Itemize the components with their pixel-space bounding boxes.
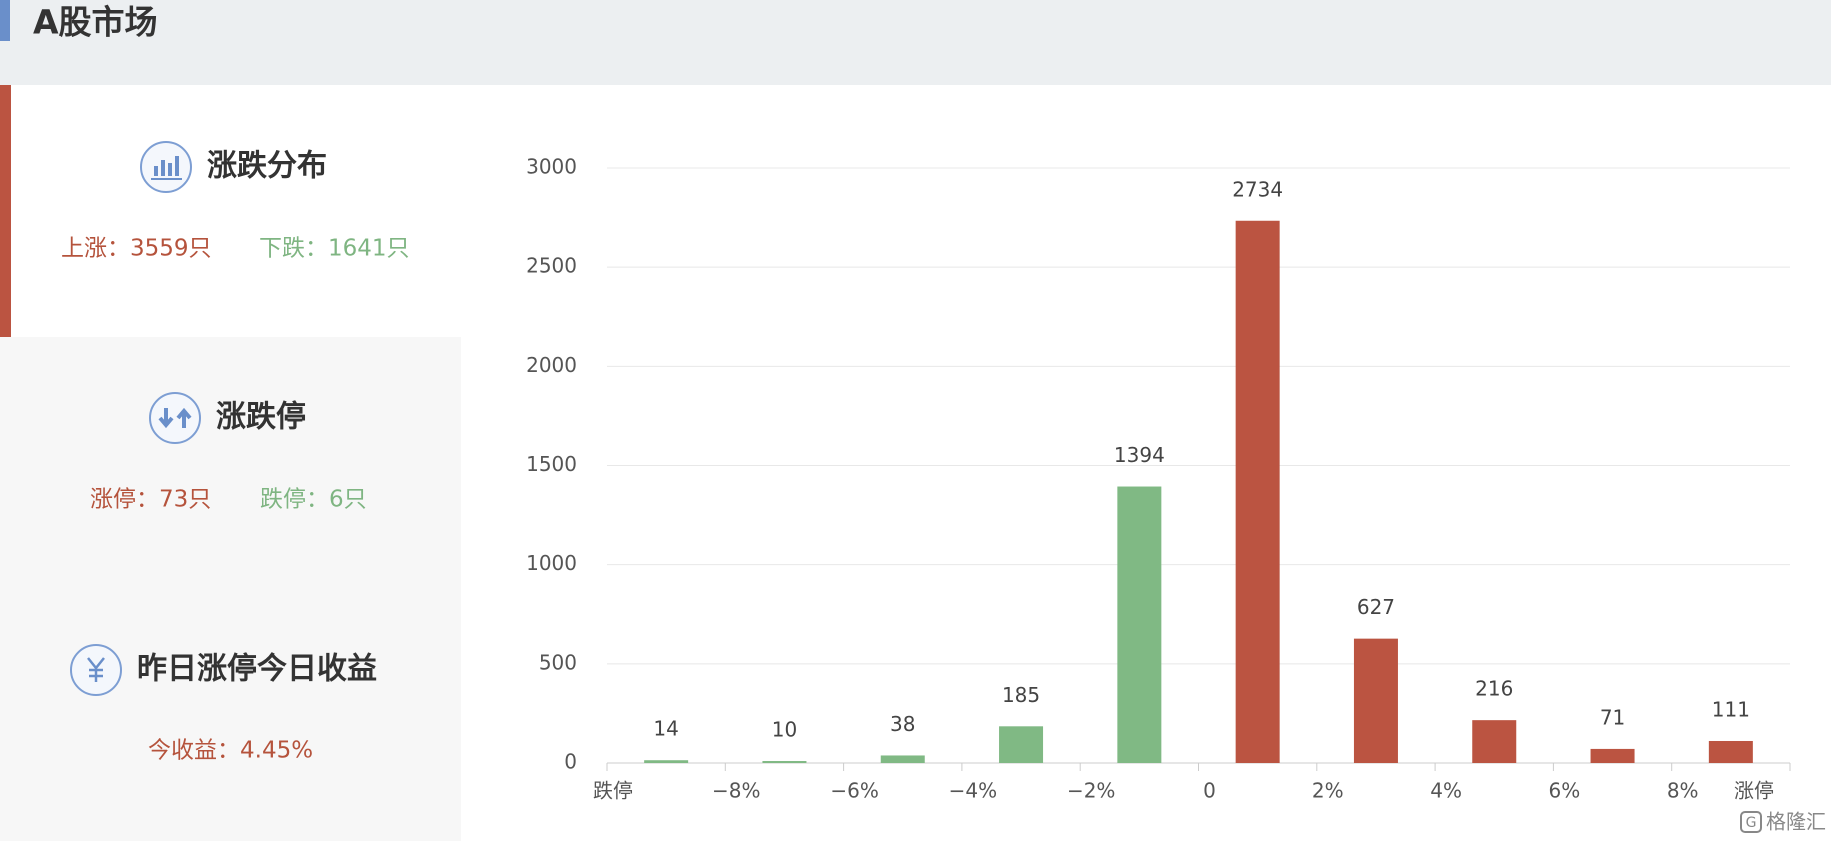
watermark: 格隆汇 (1766, 810, 1826, 834)
x-tick-label: 0 (1203, 779, 1216, 803)
panel-item: 上涨：3559只 (61, 236, 212, 262)
value-label: 10 (772, 718, 797, 742)
panel-bg (0, 337, 461, 841)
x-tick-label: 跌停 (593, 779, 633, 803)
icon (149, 392, 201, 444)
icon (140, 141, 192, 193)
value-label: 2734 (1232, 177, 1283, 201)
value-label: 38 (890, 712, 915, 736)
panel-item: 下跌：1641只 (259, 236, 410, 262)
value-label: 14 (653, 717, 678, 741)
y-tick-label: 1500 (526, 452, 577, 476)
panel-title: 涨跌分布 (207, 149, 327, 184)
x-tick-label: −4% (949, 779, 998, 803)
svg-text:G: G (1746, 815, 1757, 831)
bar (1235, 220, 1280, 764)
y-tick-label: 2500 (526, 254, 577, 278)
panel-title: 涨跌停 (216, 400, 306, 435)
y-tick-label: 2000 (526, 353, 577, 377)
x-tick-label: 6% (1549, 779, 1581, 803)
x-tick-label: −2% (1067, 779, 1116, 803)
bar (1117, 486, 1162, 763)
value-label: 185 (1002, 683, 1040, 707)
x-tick-label: 4% (1430, 779, 1462, 803)
bar (999, 726, 1044, 763)
panel-title: 昨日涨停今日收益 (137, 652, 377, 687)
value-label: 111 (1712, 697, 1750, 721)
header-accent (0, 0, 10, 41)
x-tick-label: 8% (1667, 779, 1699, 803)
active-bar (0, 85, 11, 337)
value-label: 627 (1357, 595, 1395, 619)
panel-item: 跌停：6只 (260, 487, 367, 513)
header-bg (0, 0, 1831, 85)
icon (70, 644, 122, 696)
bar (1708, 740, 1753, 763)
y-tick-label: 3000 (526, 155, 577, 179)
x-tick-label: −6% (830, 779, 879, 803)
panel-item: 今收益：4.45% (148, 738, 313, 764)
header-title: A股市场 (33, 3, 158, 42)
y-tick-label: 0 (564, 750, 577, 774)
value-label: 216 (1475, 677, 1513, 701)
value-label: 71 (1600, 705, 1625, 729)
bar (762, 761, 807, 763)
bar (1353, 638, 1398, 763)
panel-item: 涨停：73只 (90, 487, 211, 513)
value-label: 1394 (1114, 443, 1165, 467)
bar (880, 755, 925, 763)
bar (644, 760, 689, 763)
y-tick-label: 500 (539, 650, 577, 674)
y-tick-label: 1000 (526, 551, 577, 575)
bar (1590, 748, 1635, 763)
x-tick-label: 涨停 (1734, 779, 1774, 803)
bar (1472, 720, 1517, 763)
x-tick-label: −8% (712, 779, 761, 803)
watermark-icon: G (1740, 811, 1762, 833)
x-tick-label: 2% (1312, 779, 1344, 803)
